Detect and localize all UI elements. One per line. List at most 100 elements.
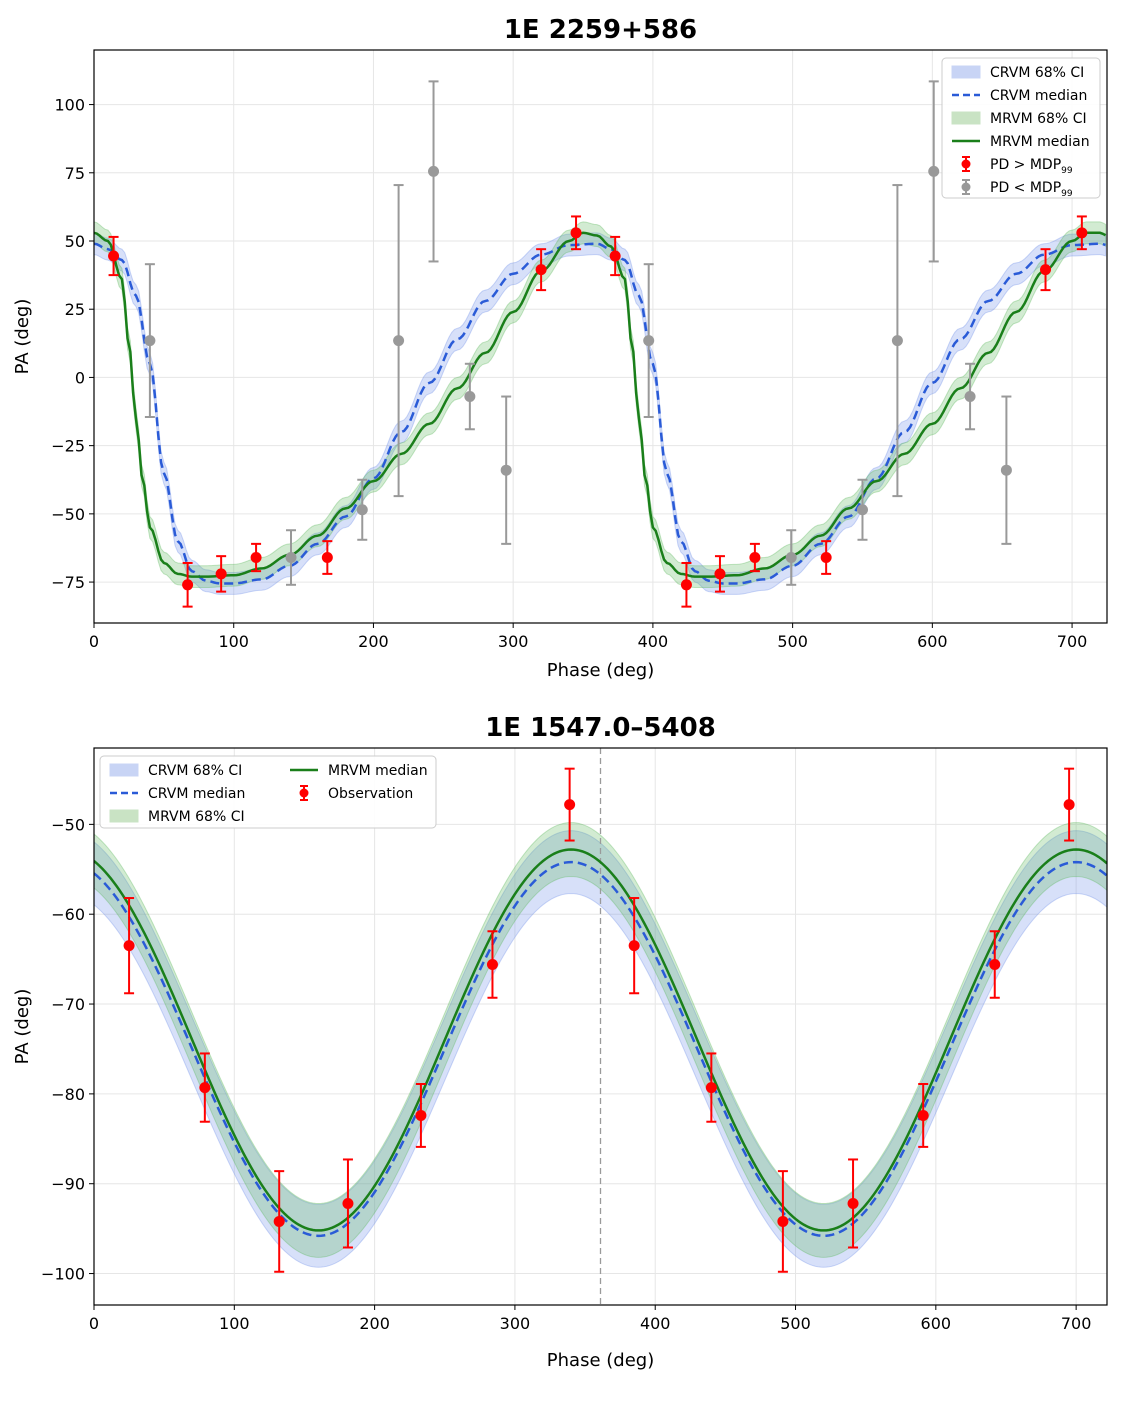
data-point bbox=[1063, 767, 1075, 842]
crvm-median-line bbox=[94, 860, 1107, 1238]
legend-swatch-band bbox=[951, 111, 981, 125]
legend-label: PD > MDP99 bbox=[990, 157, 1073, 176]
legend: CRVM 68% CI CRVM median MRVM 68% CI MRVM me… bbox=[99, 755, 437, 829]
chart-title: 1E 2259+586 bbox=[504, 15, 697, 45]
data-point bbox=[464, 362, 476, 431]
crvm-ci-band bbox=[94, 232, 1107, 595]
marker bbox=[680, 579, 692, 591]
series-0 bbox=[123, 767, 1075, 1273]
marker bbox=[777, 1215, 789, 1227]
ticks: 0 100 200 300 400 500 600 700 −75 −50 −25 0 25 50 75 10… bbox=[51, 96, 1087, 651]
legend-swatch-band bbox=[109, 809, 139, 823]
mrvm-ci-band bbox=[94, 221, 1107, 589]
mrvm-ci-band bbox=[94, 822, 1107, 1258]
data-point bbox=[680, 561, 692, 608]
marker bbox=[1040, 264, 1052, 276]
data-point bbox=[393, 184, 405, 498]
marker bbox=[785, 552, 797, 564]
legend-label: CRVM median bbox=[990, 88, 1087, 104]
data-point bbox=[500, 395, 512, 545]
x-axis-label: Phase (deg) bbox=[547, 1350, 654, 1371]
marker bbox=[847, 1197, 859, 1209]
marker bbox=[428, 165, 440, 177]
data-point bbox=[714, 555, 726, 593]
data-point bbox=[964, 362, 976, 431]
data-point bbox=[144, 263, 156, 418]
legend-item: MRVM 68% CI bbox=[109, 809, 245, 825]
legend-label: Observation bbox=[328, 786, 413, 802]
legend-item: MRVM median bbox=[952, 134, 1090, 150]
data-point bbox=[182, 561, 194, 608]
data-point bbox=[928, 80, 940, 263]
data-point bbox=[609, 235, 621, 277]
x-tick-label: 300 bbox=[500, 1314, 531, 1333]
mrvm-median-line bbox=[94, 231, 1107, 578]
legend-item: CRVM 68% CI bbox=[951, 65, 1084, 81]
legend-item: Observation bbox=[299, 785, 413, 802]
marker bbox=[705, 1082, 717, 1094]
mrvm-median-line bbox=[94, 848, 1107, 1232]
marker bbox=[1000, 464, 1012, 476]
marker bbox=[1076, 227, 1088, 239]
data-point bbox=[428, 80, 440, 263]
marker bbox=[628, 940, 640, 952]
data-point bbox=[415, 1082, 427, 1148]
data-point bbox=[847, 1158, 859, 1249]
y-axis-label: PA (deg) bbox=[12, 989, 33, 1065]
x-tick-label: 500 bbox=[780, 1314, 811, 1333]
legend-label: MRVM 68% CI bbox=[990, 111, 1087, 127]
data-point bbox=[856, 478, 868, 541]
x-tick-label: 100 bbox=[218, 632, 249, 651]
marker bbox=[609, 250, 621, 262]
panel-1e-2259: 0 100 200 300 400 500 600 700 −75 −50 −25 0 25 50 75 10… bbox=[12, 15, 1108, 681]
marker bbox=[749, 552, 761, 564]
data-point bbox=[643, 263, 655, 418]
legend-label: MRVM 68% CI bbox=[148, 809, 245, 825]
legend-swatch-marker bbox=[299, 788, 309, 798]
x-tick-label: 200 bbox=[359, 1314, 390, 1333]
legend-label: CRVM 68% CI bbox=[990, 65, 1084, 81]
series-1 bbox=[144, 80, 1012, 586]
legend-label: PD < MDP99 bbox=[990, 180, 1073, 199]
marker bbox=[964, 391, 976, 403]
marker bbox=[856, 504, 868, 516]
marker bbox=[1063, 799, 1075, 811]
marker bbox=[415, 1109, 427, 1121]
data-point bbox=[749, 542, 761, 573]
y-tick-label: −50 bbox=[51, 505, 85, 524]
legend-swatch-marker bbox=[961, 182, 971, 192]
plot-area bbox=[94, 748, 1107, 1305]
x-tick-label: 600 bbox=[917, 632, 948, 651]
data-point bbox=[1040, 248, 1052, 292]
marker bbox=[108, 250, 120, 262]
x-tick-label: 200 bbox=[358, 632, 389, 651]
marker bbox=[464, 391, 476, 403]
legend-frame bbox=[99, 755, 437, 829]
data-point bbox=[564, 767, 576, 842]
y-tick-label: −75 bbox=[51, 573, 85, 592]
marker bbox=[250, 552, 262, 564]
marker bbox=[144, 335, 156, 347]
marker bbox=[321, 552, 333, 564]
legend-item: PD < MDP99 bbox=[961, 179, 1073, 199]
data-point bbox=[820, 540, 832, 575]
data-point bbox=[891, 184, 903, 498]
marker bbox=[199, 1082, 211, 1094]
data-point bbox=[356, 478, 368, 541]
data-point bbox=[342, 1158, 354, 1249]
data-point bbox=[199, 1052, 211, 1123]
y-tick-label: −25 bbox=[51, 437, 85, 456]
axes-frame bbox=[93, 747, 1108, 1306]
marker bbox=[570, 227, 582, 239]
data-point bbox=[1000, 395, 1012, 545]
ticks: 0 100 200 300 400 500 600 700 −100 −90 −80 −70 −60 −5… bbox=[41, 815, 1091, 1333]
data-point bbox=[123, 897, 135, 995]
legend-item: MRVM 68% CI bbox=[951, 111, 1087, 127]
data-point bbox=[628, 897, 640, 995]
y-tick-label: 50 bbox=[65, 232, 85, 251]
data-point bbox=[570, 215, 582, 251]
x-axis-label: Phase (deg) bbox=[547, 660, 654, 681]
marker bbox=[891, 335, 903, 347]
y-tick-label: 25 bbox=[65, 300, 85, 319]
